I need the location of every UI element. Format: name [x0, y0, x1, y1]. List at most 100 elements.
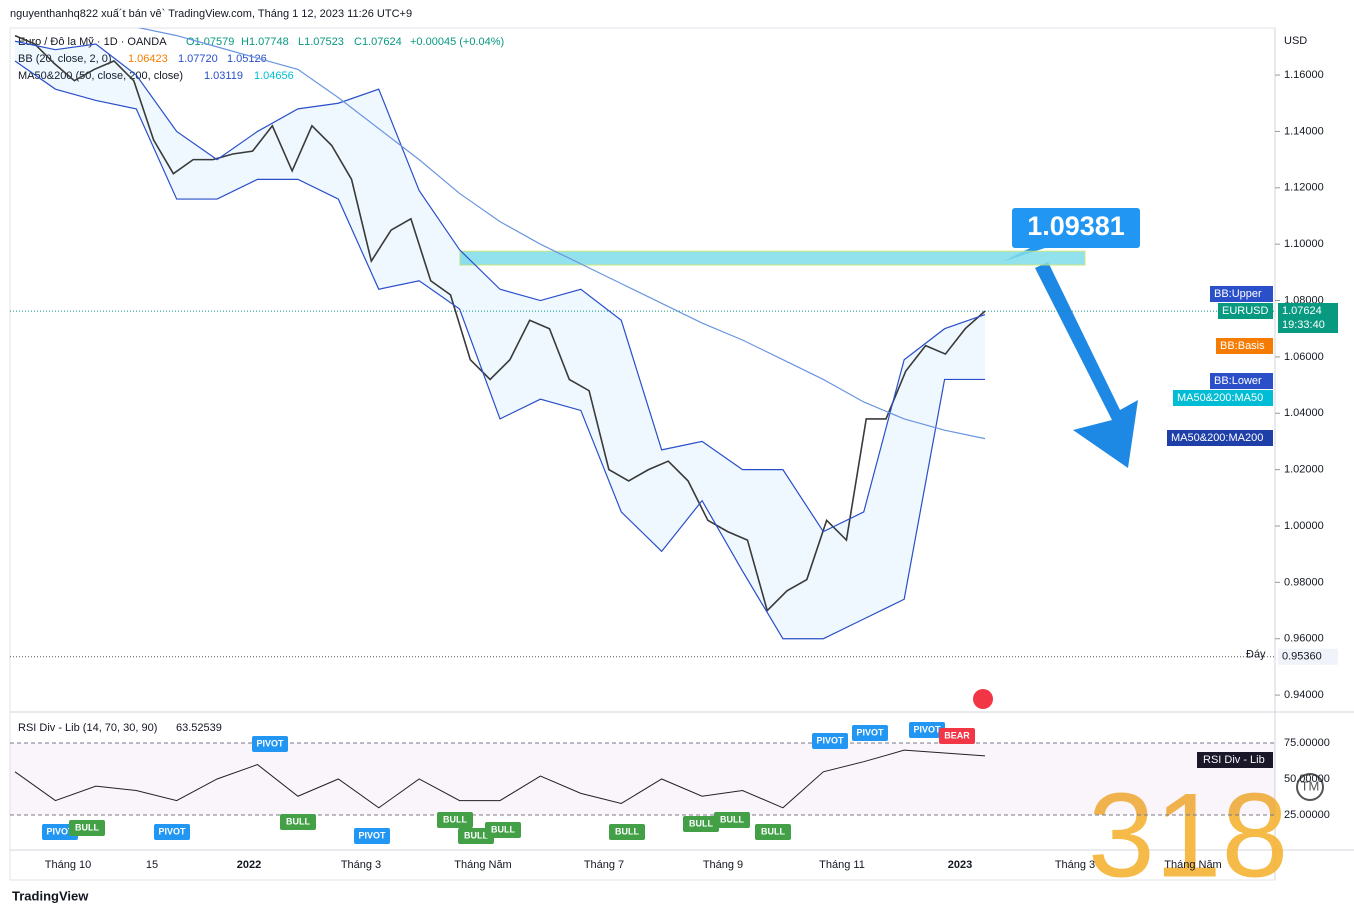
rsi-band — [10, 742, 1275, 815]
badge-text: TM — [1301, 778, 1320, 793]
ohlc: O1.07579 — [186, 36, 234, 48]
bb-value: 1.05126 — [227, 53, 267, 65]
price-tick-label: 1.06000 — [1284, 351, 1324, 363]
signal — [755, 824, 791, 840]
signal — [683, 816, 719, 832]
signal-label: PIVOT — [856, 727, 884, 737]
time-label: Tháng 10 — [45, 859, 91, 871]
signal — [154, 824, 190, 840]
tag-low-text: 0.95360 — [1282, 651, 1322, 663]
time-label: 2023 — [948, 859, 972, 871]
tag-low-bg — [1278, 648, 1338, 665]
rsi-tick-label: 75.00000 — [1284, 737, 1330, 749]
price-tick-label: 1.12000 — [1284, 182, 1324, 194]
rsi-tick-label: 50.00000 — [1284, 773, 1330, 785]
signal-label: PIVOT — [816, 735, 844, 745]
tag-ma200-bg — [1167, 430, 1273, 446]
rsi-value: 63.52539 — [176, 722, 222, 734]
tag-price: 1.07624 — [1278, 303, 1338, 319]
ma-value: 1.04656 — [254, 70, 294, 82]
bb-label: BB (20, close, 2, 0) — [18, 53, 112, 65]
legend: Euro / Đô la Mỹ · 1D · OANDA O1.07579 H1… — [18, 36, 504, 82]
brand: TradingView — [12, 888, 89, 903]
publisher: nguyenthanhq822 xuấ´t bán vê` TradingVie… — [10, 8, 412, 20]
signal-label: BULL — [615, 826, 639, 836]
tag-ma50: MA50&200:MA50 — [1173, 390, 1273, 406]
annotation-label: 1.09381 — [1027, 211, 1125, 241]
signal — [852, 725, 888, 741]
signal — [485, 822, 521, 838]
signal — [939, 728, 975, 744]
ohlc: L1.07523 — [298, 36, 344, 48]
rsi-tag: RSI Div - Lib — [1197, 752, 1273, 768]
tag-symbol-bg — [1218, 303, 1273, 319]
series-line — [14, 60, 985, 640]
bb-value: 1.06423 — [128, 53, 168, 65]
signal-label: BULL — [689, 818, 713, 828]
tag-bb-basis-text: BB:Basis — [1220, 340, 1265, 352]
series-line — [137, 28, 986, 440]
rsi-title: RSI Div - Lib (14, 70, 30, 90) — [18, 722, 157, 734]
signal — [609, 824, 645, 840]
price-unit: USD — [1284, 35, 1307, 47]
signal-label: BULL — [464, 830, 488, 840]
signal-label: PIVOT — [358, 830, 386, 840]
tag-bb-lower-text: BB:Lower — [1214, 375, 1262, 387]
signal — [714, 812, 750, 828]
price-tick-label: 1.14000 — [1284, 125, 1324, 137]
tag-bb-lower-bg — [1210, 373, 1273, 389]
tag-bb-upper-text: BB:Upper — [1214, 288, 1262, 300]
tag-countdown-bg — [1278, 317, 1338, 333]
plot — [14, 28, 986, 640]
ma-label: MA50&200 (50, close, 200, close) — [18, 70, 183, 82]
annotation: 1.09381 — [1002, 208, 1140, 262]
tag-low: 0.95360 — [1278, 648, 1338, 665]
watermark: 318 — [1088, 769, 1288, 903]
tag-bb-lower: BB:Lower — [1210, 373, 1273, 389]
price-tick-label: 1.02000 — [1284, 464, 1324, 476]
signal — [909, 722, 945, 738]
price-tick-label: 1.00000 — [1284, 520, 1324, 532]
bb-fill — [15, 41, 985, 639]
time-label: 15 — [146, 859, 158, 871]
price-tick-label: 0.98000 — [1284, 576, 1324, 588]
time-label: Tháng 3 — [1055, 859, 1095, 871]
signal — [69, 820, 105, 836]
arrow — [1035, 262, 1138, 468]
symbol: Euro / Đô la Mỹ · 1D · OANDA — [18, 36, 167, 48]
time-label: Tháng Năm — [454, 859, 511, 871]
signal — [812, 733, 848, 749]
signal — [252, 736, 288, 752]
signal-label: PIVOT — [46, 826, 74, 836]
signal-label: BULL — [75, 822, 99, 832]
time-label: Tháng 7 — [584, 859, 624, 871]
badge — [1296, 773, 1324, 801]
flag-icon — [973, 689, 993, 709]
signal-label: PIVOT — [913, 724, 941, 734]
tag-price-text: 1.07624 — [1282, 305, 1322, 317]
tag-bb-basis: BB:Basis — [1216, 338, 1273, 354]
bb-value: 1.07720 — [178, 53, 218, 65]
target-zone — [459, 250, 1086, 266]
rsi-tag-text: RSI Div - Lib — [1203, 754, 1265, 766]
signal-label: PIVOT — [256, 738, 284, 748]
time-label: Tháng 11 — [819, 859, 865, 871]
tag-bb-basis-bg — [1216, 338, 1273, 354]
tag-countdown: 19:33:40 — [1278, 317, 1338, 333]
tag-symbol-text: EURUSD — [1222, 305, 1269, 317]
time-label: Tháng 9 — [703, 859, 743, 871]
ma-value: 1.03119 — [204, 70, 243, 82]
series-line — [14, 40, 986, 533]
time-label: Tháng 3 — [341, 859, 381, 871]
ohlc: H1.07748 — [241, 36, 289, 48]
time-label: 2022 — [237, 859, 261, 871]
price-tick-label: 0.94000 — [1284, 689, 1324, 701]
low-name: Đáy — [1246, 649, 1266, 661]
signal-label: BULL — [720, 814, 744, 824]
rsi-tick-label: 25.00000 — [1284, 809, 1330, 821]
price-tick-label: 0.96000 — [1284, 633, 1324, 645]
signal-label: BULL — [491, 824, 515, 834]
time-label: Tháng Năm — [1164, 859, 1221, 871]
